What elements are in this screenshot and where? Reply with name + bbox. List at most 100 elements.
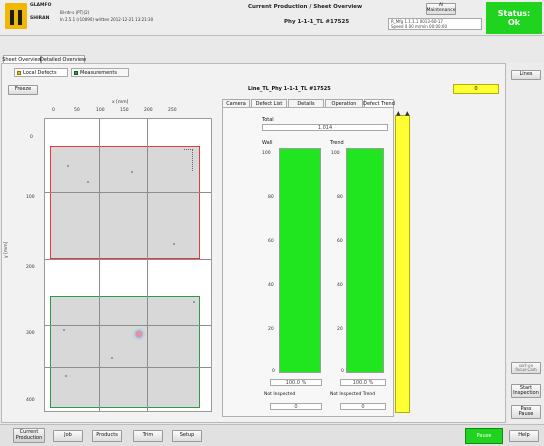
grid-line xyxy=(99,119,100,411)
bar-tick: 0 xyxy=(341,369,344,374)
tab-camera[interactable]: Camera xyxy=(222,99,250,107)
counter-value-box: 0 xyxy=(453,84,499,94)
system-info-line2: In 2.5.1 (r10090) written 2012-12-21 13:… xyxy=(60,17,154,22)
lines-button[interactable]: Lines xyxy=(511,70,541,80)
x-tick: 100 xyxy=(96,108,105,113)
bar1-label: Wall xyxy=(262,140,273,146)
help-button[interactable]: Help xyxy=(509,430,539,442)
defect-marker[interactable] xyxy=(67,165,69,167)
highlighted-defect[interactable] xyxy=(132,327,146,341)
indicator-arrow-icon: ▲ xyxy=(405,110,410,117)
start-inspection-button[interactable]: Start Inspection xyxy=(511,384,541,398)
not-inspected-trend-field: 0 xyxy=(340,403,386,410)
focus-cam-line2: focus-Cam xyxy=(515,367,537,372)
grid-line xyxy=(45,259,211,260)
y-tick: 300 xyxy=(26,331,35,336)
trim-button[interactable]: Trim xyxy=(133,430,163,442)
bar-tick: 40 xyxy=(337,283,343,288)
job-button[interactable]: Job xyxy=(53,430,83,442)
tab-detailed-overview[interactable]: Detailed Overview xyxy=(39,55,87,63)
defect-marker[interactable] xyxy=(63,329,65,331)
status-value: Ok xyxy=(507,18,521,27)
defect-marker[interactable] xyxy=(65,375,67,377)
local-defects-label: Local Defects xyxy=(23,69,57,76)
measurements-label: Measurements xyxy=(80,69,117,76)
not-inspected-label: Not Inspected xyxy=(264,392,296,397)
current-production-button[interactable]: Current Production xyxy=(13,428,45,443)
system-info-line1: Bl-rdr-s (PT)(2) xyxy=(60,10,90,15)
tab-defect-list[interactable]: Defect List xyxy=(251,99,287,107)
pause-button[interactable]: Pause xyxy=(465,428,503,444)
local-defects-icon xyxy=(17,70,21,75)
start-inspection-line2: Inspection xyxy=(513,390,539,396)
bar-tick: 60 xyxy=(268,239,274,244)
product-title: Phy 1-1-1_TL #17525 xyxy=(284,19,350,25)
focus-cam-button[interactable]: sort-on focus-Cam xyxy=(511,362,541,374)
sheet-map-plot[interactable] xyxy=(44,118,212,412)
bar-tick: 100 xyxy=(331,151,340,156)
current-production-line1: Current xyxy=(19,429,39,435)
defect-marker[interactable] xyxy=(87,181,89,183)
logo-caption: GLAMFO xyxy=(30,3,52,8)
level-indicator-bar xyxy=(395,115,410,413)
logo-mark xyxy=(10,10,22,25)
upper-sheet-region[interactable] xyxy=(50,146,200,259)
bar-tick: 20 xyxy=(268,327,274,332)
line-speed-display: R_Mfg 1.1.1.1 0013-60-17 Speed 0.00 m/mi… xyxy=(388,18,482,30)
pass-pause-button[interactable]: Pass Pause xyxy=(511,405,541,419)
y-tick: 0 xyxy=(30,135,33,140)
bar-tick: 80 xyxy=(268,195,274,200)
tab-details[interactable]: Details xyxy=(288,99,324,107)
bar-tick: 60 xyxy=(337,239,343,244)
pass-pause-line1: Pass xyxy=(520,405,532,412)
status-label: Status: xyxy=(497,8,531,18)
line-info-text: R_Mfg 1.1.1.1 0013-60-17 xyxy=(391,19,443,24)
grid-line xyxy=(45,367,211,368)
defect-marker[interactable] xyxy=(193,301,195,303)
local-defects-toggle[interactable]: Local Defects xyxy=(14,68,68,77)
measurements-icon xyxy=(74,70,78,75)
not-inspected-field: 0 xyxy=(270,403,322,410)
pass-pause-line2: Pause xyxy=(518,411,534,417)
focus-cam-line1: sort-on xyxy=(518,362,534,368)
total-label: Total xyxy=(262,117,274,123)
x-tick: 0 xyxy=(52,108,55,113)
page-title: Current Production / Sheet Overview xyxy=(248,4,363,10)
x-tick: 150 xyxy=(120,108,129,113)
grid-line xyxy=(45,192,211,193)
y-axis-title: y [mm] xyxy=(4,241,9,258)
bar-tick: 20 xyxy=(337,327,343,332)
x-tick: 250 xyxy=(168,108,177,113)
x-tick: 50 xyxy=(74,108,80,113)
defect-marker[interactable] xyxy=(111,357,113,359)
y-tick: 200 xyxy=(26,265,35,270)
bar-tick: 0 xyxy=(272,369,275,374)
not-inspected-trend-label: Not Inspected Trend xyxy=(330,392,376,397)
tab-defect-trend[interactable]: Defect Trend xyxy=(363,99,395,107)
grid-line xyxy=(147,119,148,411)
defect-marker[interactable] xyxy=(131,171,133,173)
setup-button[interactable]: Setup xyxy=(172,430,202,442)
defect-cluster[interactable] xyxy=(184,149,193,171)
products-button[interactable]: Products xyxy=(92,430,122,442)
lower-sheet-region[interactable] xyxy=(50,296,200,408)
indicator-arrow-icon: ▲ xyxy=(396,110,401,117)
y-tick: 100 xyxy=(26,195,35,200)
trend-percent-field: 100.0 % xyxy=(340,379,386,386)
logo-subcaption: SHIRAN xyxy=(30,16,50,21)
maintenance-button[interactable]: Al Maintenance xyxy=(426,3,456,15)
tab-operation[interactable]: Operation xyxy=(325,99,363,107)
header: GLAMFO SHIRAN Bl-rdr-s (PT)(2) In 2.5.1 … xyxy=(0,0,544,36)
company-logo xyxy=(5,3,27,29)
freeze-button[interactable]: Freeze xyxy=(8,85,38,95)
bar-tick: 40 xyxy=(268,283,274,288)
bar-tick: 100 xyxy=(262,151,271,156)
wall-percent-field: 100.0 % xyxy=(270,379,322,386)
tab-sheet-overview[interactable]: Sheet Overview xyxy=(2,55,42,63)
total-value-field: 1.014 xyxy=(262,124,388,131)
speed-info-text: Speed 0.00 m/min 00:00:00 xyxy=(391,24,448,29)
defect-marker[interactable] xyxy=(173,243,175,245)
x-axis-title: x [mm] xyxy=(112,100,129,105)
grid-line xyxy=(45,325,211,326)
measurements-toggle[interactable]: Measurements xyxy=(71,68,129,77)
